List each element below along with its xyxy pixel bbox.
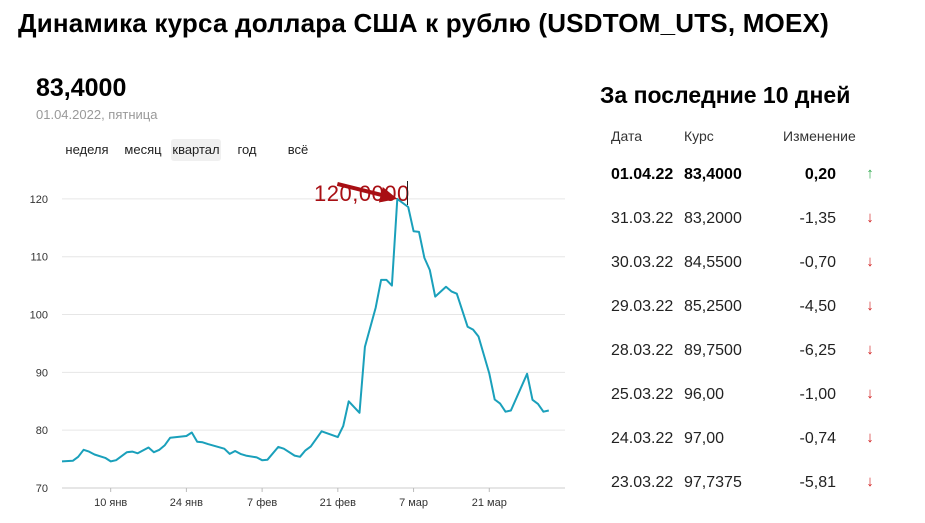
change-cell: 0,20 xyxy=(804,166,836,183)
rate-cell: 85,2500 xyxy=(684,298,742,315)
x-tick-label: 7 мар xyxy=(399,497,428,509)
tab-all[interactable]: всё xyxy=(287,142,309,157)
date-cell: 24.03.22 xyxy=(611,430,674,447)
peak-annotation-label: 120,0000 xyxy=(314,181,410,206)
column-header-rate[interactable]: Курс xyxy=(684,128,714,144)
annotation-arrow-head xyxy=(378,187,398,203)
arrow-down-icon: ↓ xyxy=(866,297,874,314)
arrow-down-icon: ↓ xyxy=(866,341,874,358)
current-rate-value: 83,4000 xyxy=(36,74,127,102)
y-tick-label: 70 xyxy=(36,483,48,495)
series-line xyxy=(61,197,550,463)
y-tick-label: 120 xyxy=(30,194,48,206)
date-cell: 29.03.22 xyxy=(611,298,674,315)
change-cell: -0,70 xyxy=(799,254,836,271)
table-row: 28.03.22 89,7500 -6,25 ↓ xyxy=(590,341,925,366)
annotation-arrow-shaft xyxy=(336,181,386,198)
rate-cell: 97,7375 xyxy=(684,474,742,491)
table-title: За последние 10 дней xyxy=(600,82,851,108)
arrow-down-icon: ↓ xyxy=(866,385,874,402)
arrow-up-icon: ↑ xyxy=(866,165,874,182)
table-row: 24.03.22 97,00 -0,74 ↓ xyxy=(590,429,925,454)
table-row: 25.03.22 96,00 -1,00 ↓ xyxy=(590,385,925,410)
tab-quarter[interactable]: квартал xyxy=(171,139,221,161)
rate-cell: 83,4000 xyxy=(684,166,742,183)
rate-cell: 96,00 xyxy=(684,386,725,403)
chart-grid xyxy=(62,198,565,489)
x-tick-label: 10 янв xyxy=(94,497,127,509)
current-rate-date: 01.04.2022, пятница xyxy=(36,107,158,122)
tab-week[interactable]: неделя xyxy=(65,142,109,157)
tab-year[interactable]: год xyxy=(237,142,257,157)
x-tick-label: 21 мар xyxy=(472,497,507,509)
change-cell: -6,25 xyxy=(799,342,836,359)
page-title: Динамика курса доллара США к рублю (USDT… xyxy=(18,8,829,38)
y-axis-ticks: 70 80 90 100 110 120 xyxy=(30,194,48,495)
tab-month[interactable]: месяц xyxy=(124,142,162,157)
change-cell: -4,50 xyxy=(799,298,836,315)
date-cell: 23.03.22 xyxy=(611,474,674,491)
y-tick-label: 100 xyxy=(30,310,48,322)
date-cell: 25.03.22 xyxy=(611,386,674,403)
y-tick-label: 110 xyxy=(30,252,48,264)
series-layer xyxy=(61,197,550,463)
x-axis-ticks: 10 янв 24 янв 7 фев 21 фев 7 мар 21 мар xyxy=(94,488,507,509)
change-cell: -0,74 xyxy=(799,430,836,447)
arrow-down-icon: ↓ xyxy=(866,209,874,226)
change-cell: -1,00 xyxy=(799,386,836,403)
arrow-down-icon: ↓ xyxy=(866,473,874,490)
text-cursor xyxy=(407,181,408,205)
rate-cell: 97,00 xyxy=(684,430,725,447)
column-header-change[interactable]: Изменение xyxy=(783,128,856,144)
table-row: 29.03.22 85,2500 -4,50 ↓ xyxy=(590,297,925,322)
date-cell: 30.03.22 xyxy=(611,254,674,271)
date-cell: 28.03.22 xyxy=(611,342,674,359)
column-header-date[interactable]: Дата xyxy=(611,128,643,144)
x-tick-label: 7 фев xyxy=(247,497,277,509)
rate-line-chart[interactable]: 70 80 90 100 110 120 10 янв 24 янв 7 фев 21 фев 7… xyxy=(0,160,575,523)
table-row: 23.03.22 97,7375 -5,81 ↓ xyxy=(590,473,925,498)
table-row: 01.04.22 83,4000 0,20 ↑ xyxy=(590,165,925,190)
x-tick-label: 24 янв xyxy=(170,497,203,509)
y-tick-label: 80 xyxy=(36,425,48,437)
annotation-arrow xyxy=(336,181,398,203)
arrow-down-icon: ↓ xyxy=(866,253,874,270)
date-cell: 31.03.22 xyxy=(611,210,674,227)
x-tick-label: 21 фев xyxy=(320,497,356,509)
change-cell: -1,35 xyxy=(799,210,836,227)
table-row: 31.03.22 83,2000 -1,35 ↓ xyxy=(590,209,925,234)
table-row: 30.03.22 84,5500 -0,70 ↓ xyxy=(590,253,925,278)
rate-cell: 89,7500 xyxy=(684,342,742,359)
rate-cell: 83,2000 xyxy=(684,210,742,227)
y-tick-label: 90 xyxy=(36,367,48,379)
date-cell: 01.04.22 xyxy=(611,166,674,183)
arrow-down-icon: ↓ xyxy=(866,429,874,446)
rate-cell: 84,5500 xyxy=(684,254,742,271)
change-cell: -5,81 xyxy=(799,474,836,491)
